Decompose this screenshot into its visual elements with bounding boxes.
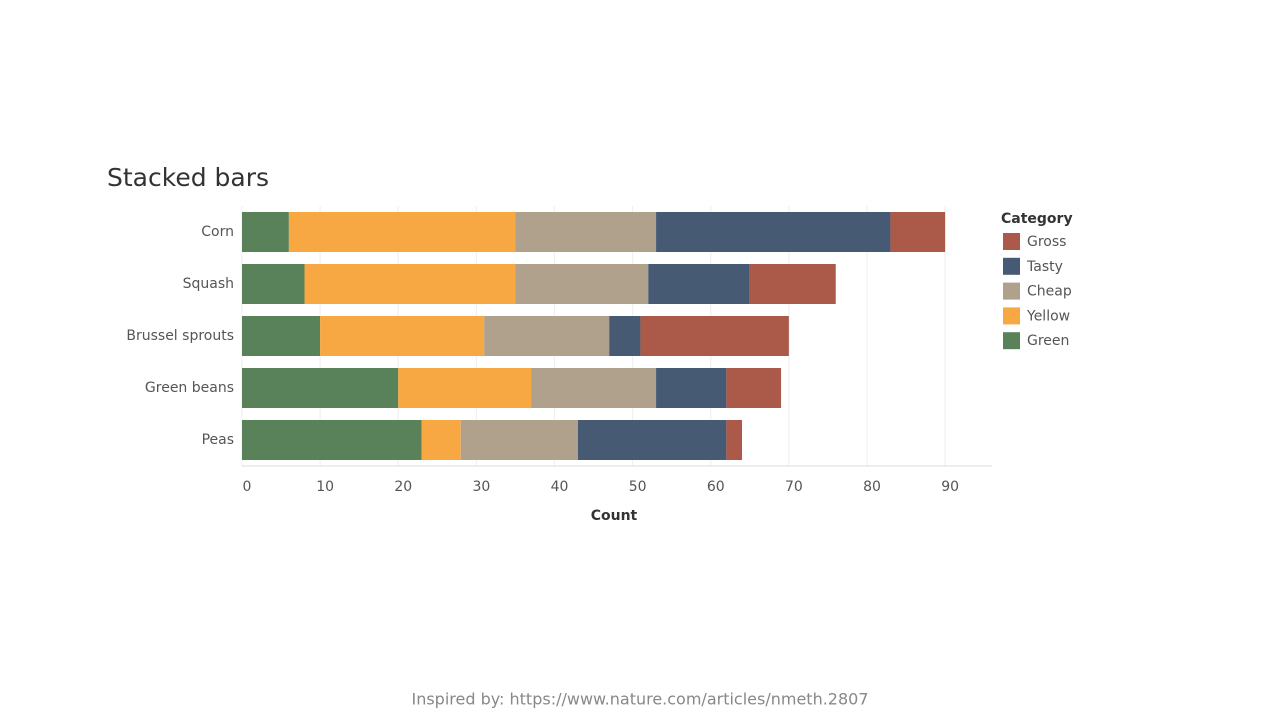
bar-segment [242, 212, 289, 252]
legend-label: Cheap [1027, 284, 1072, 300]
bar-segment [515, 264, 649, 304]
x-tick-label: 90 [941, 479, 959, 495]
legend-swatch [1003, 257, 1020, 275]
bar-segment [242, 316, 321, 356]
bar-segment [648, 264, 750, 304]
y-tick-label: Green beans [145, 380, 234, 396]
bar-segment [656, 212, 891, 252]
bar-segment [577, 420, 727, 460]
x-tick-label: 30 [472, 479, 490, 495]
bar-segment [515, 212, 657, 252]
bar-segment [531, 368, 657, 408]
bar-segment [288, 212, 516, 252]
x-tick-label: 70 [785, 479, 803, 495]
bar-segment [726, 368, 782, 408]
bar-segment [484, 316, 610, 356]
caption: Inspired by: https://www.nature.com/arti… [411, 690, 868, 709]
legend-label: Gross [1027, 234, 1066, 250]
bar-segment [726, 420, 742, 460]
y-tick-label: Peas [202, 432, 234, 448]
legend-title: Category [1001, 211, 1073, 227]
bar-segment [320, 316, 485, 356]
bar-segment [640, 316, 789, 356]
legend-label: Yellow [1026, 308, 1070, 324]
legend-label: Tasty [1026, 259, 1063, 275]
legend-swatch [1003, 307, 1020, 325]
bar-segment [890, 212, 946, 252]
x-tick-label: 80 [863, 479, 881, 495]
y-tick-label: Brussel sprouts [126, 328, 234, 344]
bar-segment [609, 316, 641, 356]
bar-segment [421, 420, 461, 460]
y-tick-label: Squash [183, 276, 234, 292]
x-tick-label: 0 [243, 479, 252, 495]
bar-segment [656, 368, 727, 408]
bar-segment [749, 264, 836, 304]
chart-title: Stacked bars [107, 163, 269, 192]
x-tick-label: 60 [707, 479, 725, 495]
x-axis-label: Count [591, 508, 638, 524]
legend-swatch [1003, 233, 1020, 250]
bar-segment [304, 264, 516, 304]
x-tick-label: 50 [629, 479, 647, 495]
bar-segment [460, 420, 578, 460]
bar-segment [242, 420, 422, 460]
legend-swatch [1003, 332, 1020, 350]
x-tick-label: 20 [394, 479, 412, 495]
bar-segment [242, 368, 399, 408]
x-tick-label: 10 [316, 479, 334, 495]
legend-swatch [1003, 282, 1020, 300]
y-tick-label: Corn [201, 224, 234, 240]
bar-segment [398, 368, 532, 408]
x-tick-label: 40 [551, 479, 569, 495]
bar-segment [242, 264, 305, 304]
legend-label: Green [1027, 333, 1069, 349]
